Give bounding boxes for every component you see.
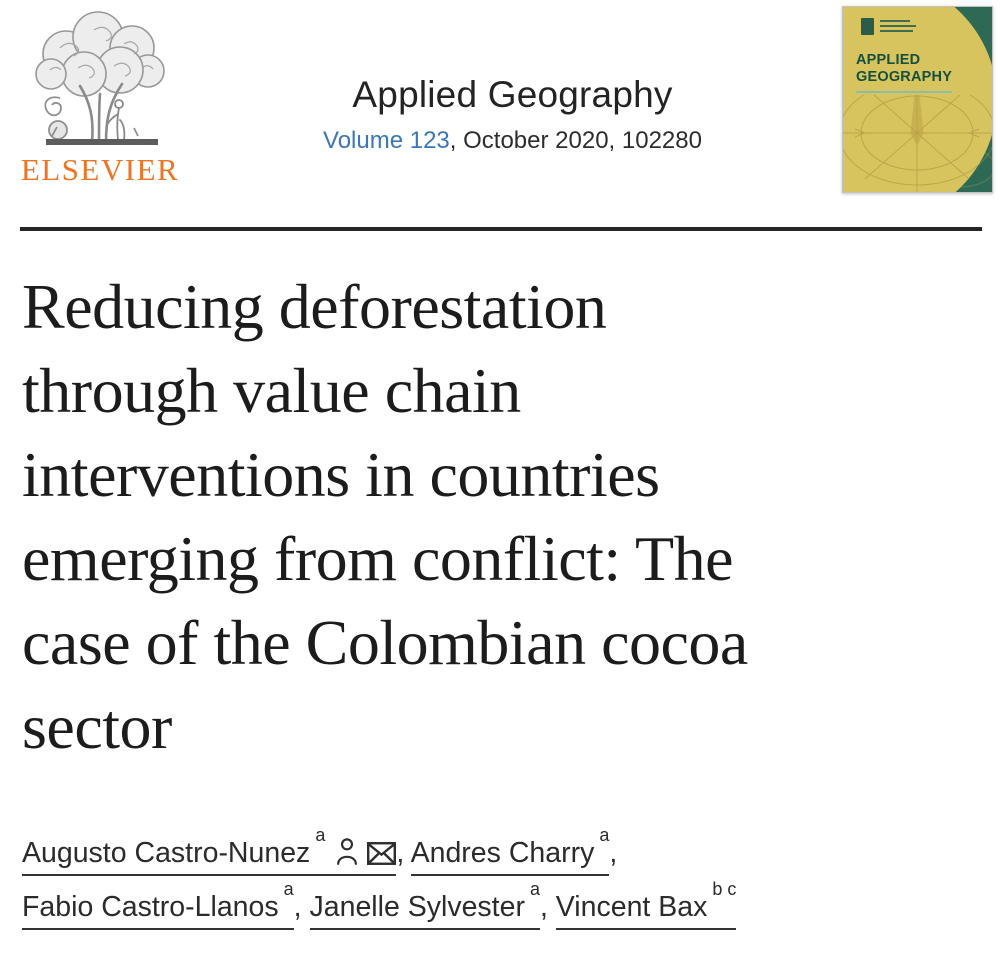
cover-title-line1: Applied (856, 52, 921, 68)
author-separator: , (396, 837, 411, 869)
journal-issue-line: Volume 123, October 2020, 102280 (115, 127, 910, 155)
issue-info: , October 2020, 102280 (449, 127, 702, 154)
author-affiliation-sup: a (529, 878, 540, 899)
publisher-name: ELSEVIER (20, 152, 180, 187)
author-andres-charry[interactable]: Andres Charrya (410, 826, 610, 876)
article-title: Reducing deforestation through value cha… (22, 271, 748, 762)
author-name[interactable]: Vincent Bax (555, 891, 708, 923)
author-janelle-sylvester[interactable]: Janelle Sylvestera (309, 880, 540, 930)
cover-journal-title: Applied Geography (856, 52, 952, 86)
cover-background-pattern (904, 131, 992, 192)
author-profile-icon[interactable] (336, 837, 358, 865)
author-affiliation-sup: a (599, 824, 610, 845)
author-name[interactable]: Fabio Castro-Llanos (22, 891, 279, 923)
cover-compass-rose-icon (843, 95, 992, 192)
author-affiliation-sup: a (315, 824, 326, 845)
author-separator: , (609, 837, 618, 869)
author-name[interactable]: Janelle Sylvester (309, 891, 525, 923)
author-separator: , (293, 891, 310, 923)
elsevier-logo: ELSEVIER (14, 8, 186, 198)
author-name[interactable]: Andres Charry (410, 837, 595, 869)
author-vincent-bax[interactable]: Vincent Baxb c (555, 880, 737, 930)
journal-cover-thumbnail[interactable]: Applied Geography (842, 6, 993, 193)
author-list: Augusto Castro-Nuneza , Andres Charrya, … (22, 826, 972, 934)
corresponding-author-email-icon[interactable] (367, 842, 397, 865)
author-fabio-castro-llanos[interactable]: Fabio Castro-Llanosa (22, 880, 294, 930)
cover-elsevier-mini-logo (861, 18, 874, 35)
header-divider (20, 227, 982, 231)
author-augusto-castro-nunez[interactable]: Augusto Castro-Nuneza (22, 826, 397, 876)
author-affiliation-sup: a (283, 878, 294, 899)
cover-issue-meta-lines (880, 20, 916, 35)
author-separator: , (539, 891, 556, 923)
cover-title-underline (856, 91, 952, 93)
elsevier-tree-icon (35, 11, 165, 145)
journal-header: Applied Geography Volume 123, October 20… (115, 74, 910, 155)
author-name[interactable]: Augusto Castro-Nunez (22, 837, 311, 869)
cover-title-line2: Geography (856, 69, 953, 85)
volume-link[interactable]: Volume 123 (323, 127, 450, 154)
author-affiliation-sup: b c (712, 878, 737, 899)
journal-title: Applied Geography (352, 74, 673, 115)
